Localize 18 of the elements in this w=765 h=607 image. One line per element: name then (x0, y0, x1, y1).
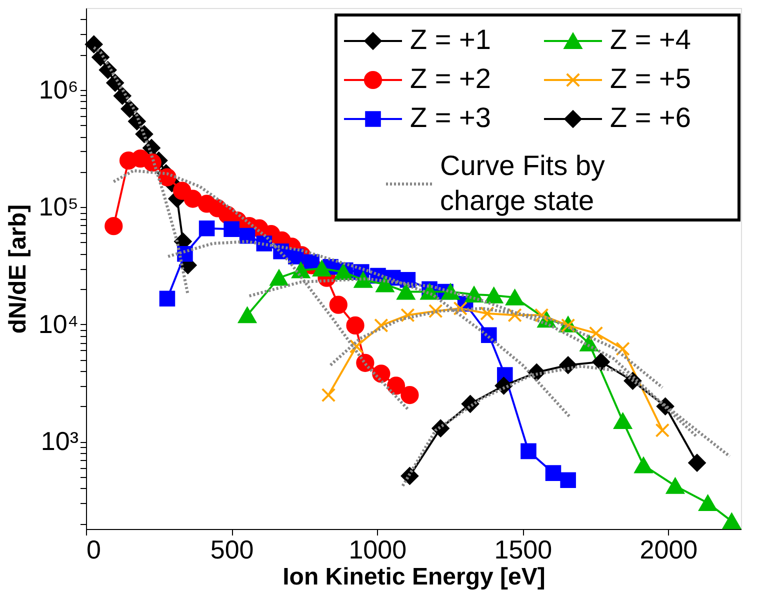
legend-label: Z = +5 (610, 63, 691, 94)
legend-label: Z = +2 (410, 63, 491, 94)
x-axis-title: Ion Kinetic Energy [eV] (282, 564, 546, 590)
legend-label: Z = +6 (610, 102, 691, 133)
y-tick-label: 10⁵ (38, 192, 78, 222)
legend-label: Z = +3 (410, 102, 491, 133)
x-tick-label: 0 (86, 534, 101, 564)
legend-label: Z = +4 (610, 24, 691, 55)
y-tick-label: 10³ (40, 426, 79, 456)
y-axis-title: dN/dE [arb] (4, 204, 32, 334)
y-tick-label: 10⁶ (38, 74, 78, 104)
legend-label: Z = +1 (410, 24, 491, 55)
y-tick-label: 10⁴ (38, 308, 78, 339)
x-tick-label: 1000 (348, 534, 407, 564)
x-tick-label: 500 (210, 534, 254, 564)
x-tick-label: 1500 (494, 534, 552, 564)
legend-label: Curve Fits by charge state (440, 150, 605, 216)
x-tick-label: 2000 (640, 534, 698, 564)
